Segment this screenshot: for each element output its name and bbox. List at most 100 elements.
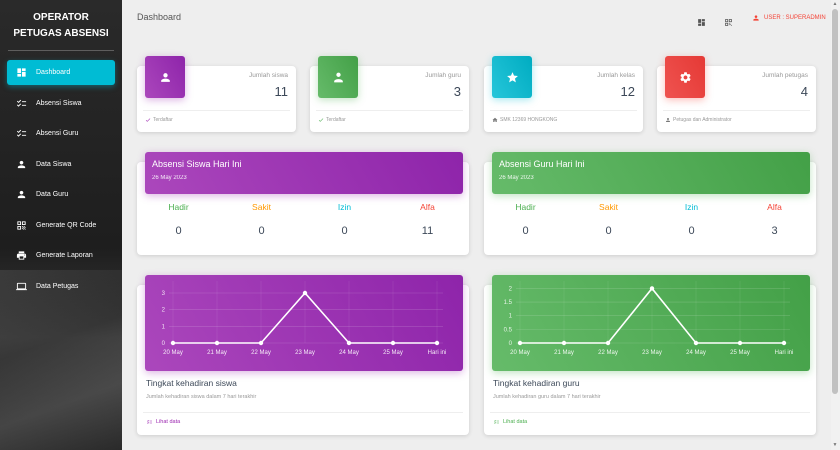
- user-menu[interactable]: USER : SUPERADMIN: [752, 14, 826, 22]
- x-tick-label: 25 May: [383, 350, 403, 356]
- line-chart-siswa: 0 1 2 3 20 May 21 May 22 May 23 May 24 May 25 May…: [162, 281, 446, 356]
- attendance-col-sakit: Sakit 0: [567, 202, 650, 237]
- person-icon: [15, 189, 27, 201]
- sidebar-item-label: Absensi Siswa: [36, 99, 82, 107]
- attendance-col-hadir: Hadir 0: [484, 202, 567, 237]
- attendance-date: 26 May 2023: [499, 175, 534, 181]
- divider: [490, 412, 810, 413]
- person-icon: [753, 15, 759, 21]
- x-tick-label: 24 May: [686, 350, 706, 356]
- check-icon: [145, 118, 151, 122]
- y-tick-label: 2: [509, 286, 513, 292]
- person-icon: [666, 118, 670, 122]
- laptop-icon: [15, 280, 27, 292]
- divider: [316, 110, 463, 111]
- view-data-link[interactable]: Lihat data: [146, 419, 180, 425]
- attendance-col-alfa: Alfa 11: [386, 202, 469, 237]
- attendance-col-hadir: Hadir 0: [137, 202, 220, 237]
- stat-footer: Terdaftar: [318, 117, 346, 123]
- attendance-summary: Hadir 0 Sakit 0 Izin 0 Alfa 11: [137, 202, 469, 237]
- stat-value: 3: [453, 84, 461, 99]
- x-tick-label: 22 May: [598, 350, 618, 356]
- x-tick-label: 23 May: [295, 350, 315, 356]
- y-tick-label: 0: [509, 341, 513, 347]
- person-badge-icon: [333, 72, 343, 82]
- scroll-up-icon[interactable]: ▲: [832, 1, 838, 7]
- data-point: [517, 340, 523, 346]
- qr-code-icon: [15, 219, 27, 231]
- sidebar-item-label: Data Siswa: [36, 160, 72, 168]
- stat-icon-box: [492, 56, 532, 98]
- y-tick-label: 1: [162, 324, 166, 330]
- person-icon: [160, 72, 170, 82]
- sidebar-item-label: Generate QR Code: [36, 221, 97, 229]
- sidebar: OPERATOR PETUGAS ABSENSI Dashboard Absen…: [0, 0, 122, 450]
- stat-card-petugas: Jumlah petugas 4 Petugas dan Administrat…: [657, 56, 816, 132]
- scroll-down-icon[interactable]: ▼: [832, 442, 838, 448]
- sidebar-item-dashboard[interactable]: Dashboard: [7, 60, 115, 85]
- sidebar-item-label: Absensi Guru: [36, 130, 79, 137]
- qr-code-icon[interactable]: [724, 14, 733, 26]
- attendance-value: 0: [522, 225, 529, 237]
- view-data-label: Lihat data: [156, 419, 181, 425]
- x-tick-label: 22 May: [251, 350, 271, 356]
- sidebar-item-data-guru[interactable]: Data Guru: [7, 182, 115, 207]
- stat-icon-box: [665, 56, 705, 98]
- brand-line-2: PETUGAS ABSENSI: [13, 28, 109, 39]
- attendance-col-izin: Izin 0: [303, 202, 386, 237]
- checklist-icon: [15, 128, 27, 140]
- data-point: [649, 286, 655, 291]
- x-tick-label: 24 May: [339, 350, 359, 356]
- stat-footer-text: Terdaftar: [153, 117, 173, 123]
- chart-area: 0 1 2 3 20 May 21 May 22 May 23 May 24 May 25 May…: [145, 275, 463, 371]
- gear-icon: [679, 71, 691, 83]
- view-data-link[interactable]: Lihat data: [493, 419, 527, 425]
- brand-divider: [8, 50, 114, 51]
- attendance-label: Alfa: [420, 202, 435, 212]
- scrollbar-thumb[interactable]: [832, 9, 838, 394]
- stat-icon-box: [145, 56, 185, 98]
- data-point: [302, 290, 308, 296]
- sidebar-item-absensi-siswa[interactable]: Absensi Siswa: [7, 91, 115, 116]
- sidebar-item-absensi-guru[interactable]: Absensi Guru: [7, 121, 115, 146]
- chart-area: 0 0.5 1 1.5 2 20 May 21 May 22 May 23 May 24 May 2…: [492, 275, 810, 371]
- data-point: [214, 340, 220, 346]
- sidebar-item-generate-laporan[interactable]: Generate Laporan: [7, 243, 115, 268]
- sidebar-item-data-petugas[interactable]: Data Petugas: [7, 274, 115, 299]
- dashboard-icon[interactable]: [697, 14, 706, 26]
- sidebar-item-label: Generate Laporan: [36, 252, 93, 259]
- divider: [143, 412, 463, 413]
- attendance-label: Hadir: [168, 202, 189, 212]
- stat-label: Jumlah petugas: [762, 72, 808, 79]
- attendance-label: Izin: [337, 202, 352, 212]
- stat-card-guru: Jumlah guru 3 Terdaftar: [310, 56, 469, 132]
- data-point: [258, 340, 264, 346]
- chart-subtitle: Jumlah kehadiran siswa dalam 7 hari tera…: [146, 394, 257, 400]
- stat-footer-text: Terdaftar: [326, 117, 346, 123]
- stat-footer: Terdaftar: [145, 117, 173, 123]
- stat-footer: Petugas dan Administrator: [665, 117, 732, 123]
- chart-card-siswa: 0 1 2 3 20 May 21 May 22 May 23 May 24 May 25 May…: [137, 275, 469, 435]
- y-tick-label: 0: [162, 341, 166, 347]
- data-point: [605, 340, 611, 346]
- sidebar-item-generate-qr-code[interactable]: Generate QR Code: [7, 213, 115, 238]
- data-point: [170, 340, 176, 346]
- dashboard-icon: [15, 67, 27, 79]
- y-tick-label: 1: [509, 314, 513, 320]
- stat-label: Jumlah guru: [425, 72, 461, 79]
- stat-icon-box: [318, 56, 358, 98]
- chart-title: Tingkat kehadiran siswa: [146, 378, 237, 388]
- x-tick-label: 21 May: [554, 350, 574, 356]
- x-tick-label: 21 May: [207, 350, 227, 356]
- x-tick-label: 25 May: [730, 350, 750, 356]
- stat-card-siswa: Jumlah siswa 11 Terdaftar: [137, 56, 296, 132]
- sidebar-item-data-siswa[interactable]: Data Siswa: [7, 152, 115, 177]
- stat-card-kelas: Jumlah kelas 12 SMK 12369 HONGKONG: [484, 56, 643, 132]
- attendance-value: 3: [771, 225, 778, 237]
- home-icon: [492, 117, 498, 122]
- attendance-title: Absensi Siswa Hari Ini: [152, 159, 242, 169]
- data-point: [737, 340, 743, 346]
- attendance-value: 11: [421, 225, 434, 237]
- attendance-value: 0: [175, 225, 182, 237]
- x-tick-label: 23 May: [642, 350, 662, 356]
